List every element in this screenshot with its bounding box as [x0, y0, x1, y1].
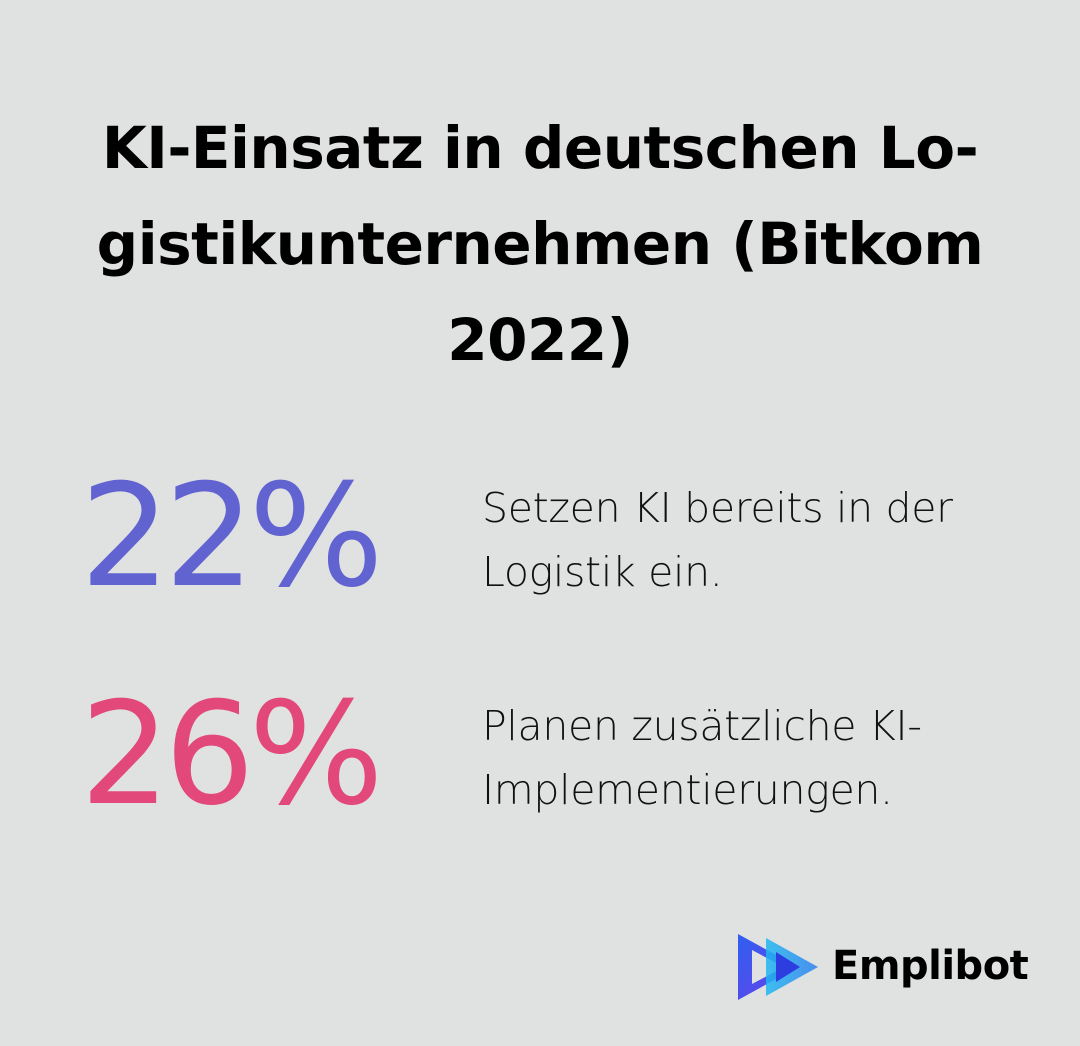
brand-name: Emplibot — [832, 943, 1029, 989]
play-arrow-logo-icon — [738, 934, 818, 1000]
stat-description: Planen zusätzliche KI- Implementierungen… — [482, 702, 922, 814]
stat-row-1: 22% Setzen KI bereits in der Logistik ei… — [0, 462, 1080, 612]
stat-value: 22% — [80, 454, 384, 619]
stat-description: Setzen KI bereits in der Logistik ein. — [482, 484, 953, 596]
stat-value: 26% — [80, 672, 384, 837]
page-title: KI-Einsatz in deutschen Lo- gistikuntern… — [96, 114, 984, 374]
stat-row-2: 26% Planen zusätzliche KI- Implementieru… — [0, 680, 1080, 830]
brand: Emplibot — [736, 930, 1056, 1002]
